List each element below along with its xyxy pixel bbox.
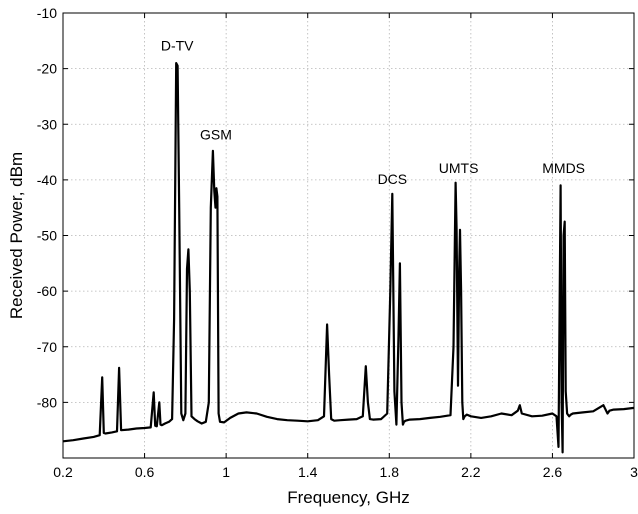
peak-annotations: D-TV GSM DCS UMTS MMDS: [161, 38, 585, 188]
x-tick-label: 2.2: [461, 464, 481, 480]
y-tick-label: -50: [37, 228, 57, 244]
x-axis-label: Frequency, GHz: [287, 488, 410, 507]
x-tick-label: 0.6: [135, 464, 155, 480]
grid: [63, 13, 634, 458]
spectrum-series-line: [62, 62, 635, 454]
peak-label: UMTS: [439, 160, 479, 176]
y-tick-label: -70: [37, 339, 57, 355]
x-tick-label: 1.4: [298, 464, 318, 480]
x-tick-label: 2.6: [543, 464, 563, 480]
tick-labels: 0.2 0.6 1 1.4 1.8 2.2 2.6 3 -10 -20 -30 -40 -50 -60 -7…: [37, 5, 638, 480]
y-tick-label: -60: [37, 283, 57, 299]
y-tick-label: -30: [37, 116, 57, 132]
y-tick-label: -40: [37, 172, 57, 188]
plot-frame: [62, 12, 635, 459]
y-axis-label: Received Power, dBm: [7, 152, 26, 319]
peak-label: MMDS: [542, 160, 585, 176]
x-tick-label: 3: [630, 464, 638, 480]
x-tick-label: 1.8: [380, 464, 400, 480]
x-tick-label: 1: [222, 464, 230, 480]
y-tick-label: -80: [37, 394, 57, 410]
peak-label: D-TV: [161, 38, 194, 54]
peak-label: DCS: [378, 171, 408, 187]
peak-label: GSM: [200, 127, 232, 143]
x-tick-label: 0.2: [53, 464, 73, 480]
y-tick-label: -20: [37, 61, 57, 77]
y-tick-label: -10: [37, 5, 57, 21]
